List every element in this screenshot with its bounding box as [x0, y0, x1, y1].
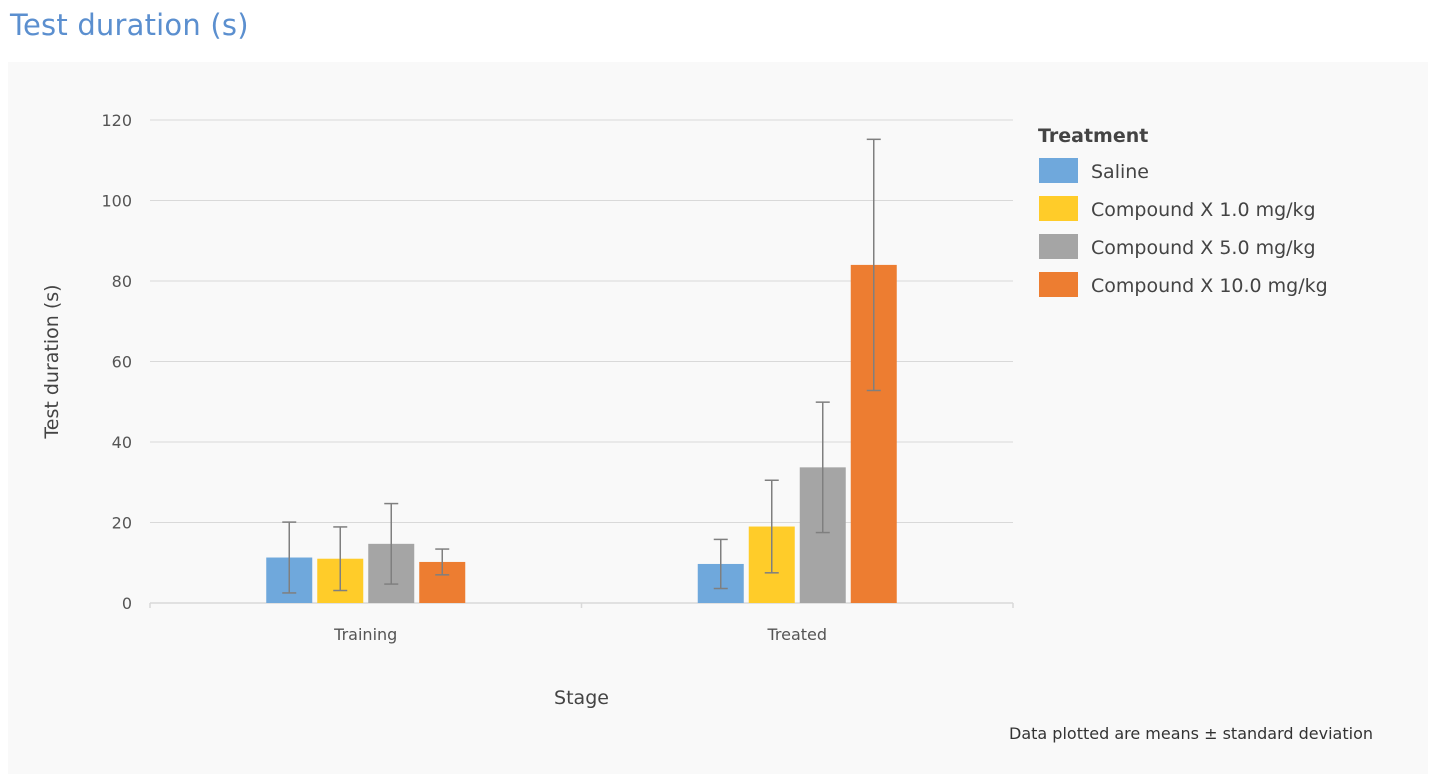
y-axis-title: Test duration (s) [41, 284, 63, 439]
y-tick-label: 60 [112, 353, 132, 372]
legend-label: Saline [1091, 161, 1149, 183]
x-tick-label: Treated [766, 625, 827, 644]
error-bars [282, 138, 881, 594]
x-axis-ticks: Training Treated [333, 625, 827, 644]
y-tick-label: 40 [112, 433, 132, 452]
legend: Treatment Saline Compound X 1.0 mg/kg Comp… [1038, 125, 1328, 297]
y-tick-label: 0 [122, 594, 132, 613]
x-tick-label: Training [333, 625, 397, 644]
legend-label: Compound X 1.0 mg/kg [1091, 199, 1316, 221]
legend-swatch [1039, 158, 1078, 183]
x-axis-title: Stage [554, 687, 609, 709]
y-tick-label: 80 [112, 272, 132, 291]
chart-panel: 0 20 40 60 80 100 120 Training Treated Test dur… [8, 62, 1428, 774]
legend-swatch [1039, 196, 1078, 221]
x-axis [149, 602, 1014, 608]
legend-title: Treatment [1038, 125, 1148, 147]
legend-label: Compound X 5.0 mg/kg [1091, 237, 1316, 259]
bars [266, 264, 897, 603]
page-title: Test duration (s) [10, 8, 249, 42]
legend-label: Compound X 10.0 mg/kg [1091, 275, 1328, 297]
y-tick-label: 20 [112, 514, 132, 533]
y-axis-ticks: 0 20 40 60 80 100 120 [101, 111, 132, 613]
y-tick-label: 100 [101, 192, 132, 211]
y-tick-label: 120 [101, 111, 132, 130]
legend-swatch [1039, 234, 1078, 259]
footnote: Data plotted are means ± standard deviat… [1009, 724, 1373, 743]
bar-chart: 0 20 40 60 80 100 120 Training Treated Test dur… [41, 111, 1373, 743]
legend-swatch [1039, 272, 1078, 297]
